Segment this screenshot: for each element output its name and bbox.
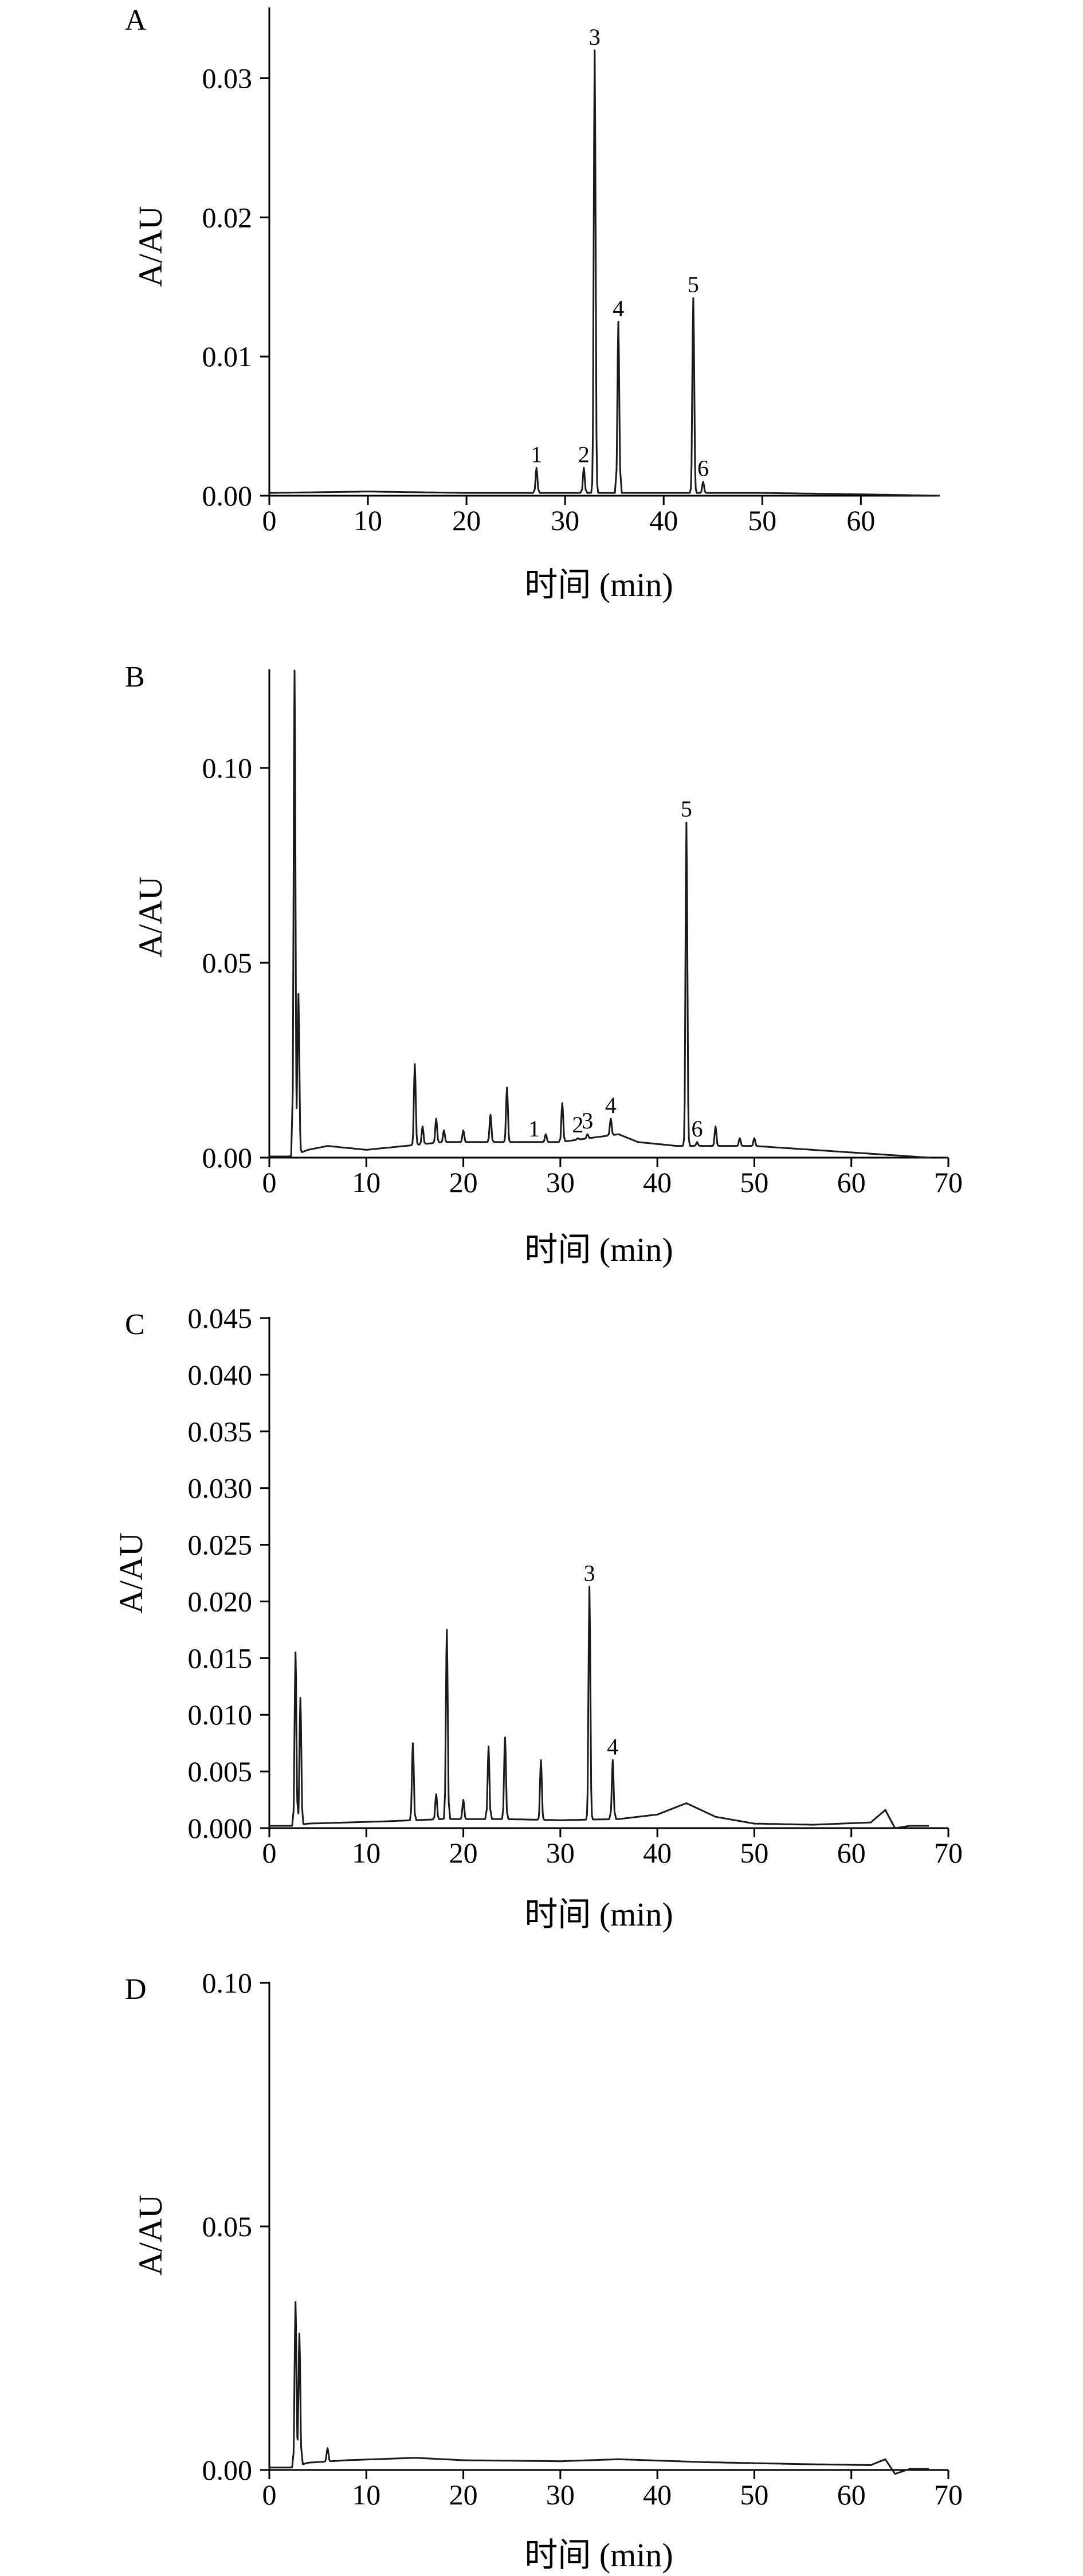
y-tick-label: 0.01 — [202, 340, 253, 373]
y-tick-label: 0.045 — [188, 1302, 253, 1334]
y-tick-label: 0.10 — [202, 752, 253, 784]
y-axis-label: A/AU — [132, 2194, 169, 2276]
x-tick-label: 10 — [352, 1166, 380, 1198]
y-tick-label: 0.005 — [188, 1755, 253, 1787]
y-tick-label: 0.035 — [188, 1416, 253, 1448]
x-tick-label: 0 — [262, 504, 277, 536]
x-tick-label: 10 — [352, 2479, 380, 2511]
y-axis-label: A/AU — [132, 876, 169, 958]
plot-area: 0 10 20 30 40 50 60 70 0.000 0.005 0.010 0.015 0.020… — [188, 1302, 963, 1869]
peak-label: 6 — [697, 456, 709, 481]
peak-label: 4 — [605, 1092, 617, 1118]
peak-label: 5 — [681, 796, 692, 822]
x-tick-label: 60 — [846, 504, 875, 536]
x-tick-label: 20 — [449, 1837, 478, 1869]
y-tick-label: 0.030 — [188, 1472, 253, 1504]
panel-a: A A/AU 时间 (min) 0 10 20 30 40 50 60 0.00 0.01 0.0… — [125, 4, 940, 603]
x-tick-label: 70 — [934, 2479, 963, 2511]
x-tick-label: 10 — [352, 1837, 380, 1869]
y-tick-label: 0.010 — [188, 1699, 253, 1731]
x-tick-label: 20 — [449, 1166, 478, 1198]
panel-b: B A/AU 时间 (min) 0 10 20 30 40 50 60 700.000.050… — [125, 661, 963, 1268]
panel-letter-b: B — [125, 661, 145, 693]
chromatogram-trace — [269, 2301, 929, 2475]
y-tick-label: 0.02 — [202, 201, 253, 233]
x-tick-label: 60 — [837, 2479, 866, 2511]
x-tick-label: 50 — [740, 1166, 768, 1198]
panel-c: C A/AU 时间 (min) 0 10 20 30 40 50 60 70 0.000 0.00… — [112, 1302, 963, 1933]
panel-letter-a: A — [125, 4, 147, 37]
x-axis-label: 时间 (min) — [524, 2536, 673, 2574]
peak-label: 1 — [531, 441, 542, 467]
peak-label: 5 — [688, 272, 699, 297]
chromatogram-trace — [269, 669, 929, 1159]
peak-label: 6 — [692, 1116, 703, 1142]
x-axis-label: 时间 (min) — [524, 566, 673, 603]
y-tick-label: 0.10 — [202, 1967, 253, 1999]
peak-label: 4 — [613, 295, 624, 321]
panel-d: D A/AU 时间 (min) 0 10 20 30 40 50 60 700.000.050… — [125, 1967, 963, 2574]
x-tick-label: 0 — [262, 2479, 277, 2511]
x-axis-label: 时间 (min) — [524, 1231, 673, 1268]
x-tick-label: 30 — [546, 1837, 575, 1869]
y-tick-label: 0.05 — [202, 947, 253, 979]
x-tick-label: 50 — [740, 1837, 768, 1869]
y-tick-label: 0.040 — [188, 1359, 253, 1391]
x-tick-label: 30 — [551, 504, 579, 536]
x-tick-label: 0 — [262, 1166, 277, 1198]
peak-label: 2 — [572, 1112, 583, 1138]
peak-label: 1 — [528, 1116, 540, 1142]
x-tick-label: 70 — [934, 1166, 963, 1198]
plot-area: 0 10 20 30 40 50 60 70 0.00 0.05 0.10 — [202, 1967, 963, 2511]
panel-letter-c: C — [125, 1308, 145, 1341]
x-tick-label: 30 — [546, 2479, 575, 2511]
plot-area: 0 10 20 30 40 50 60 70 0.00 0.05 0.10 1 234 5 6 — [202, 669, 963, 1198]
x-tick-label: 50 — [740, 2479, 768, 2511]
y-tick-label: 0.015 — [188, 1642, 253, 1674]
y-tick-label: 0.00 — [202, 2454, 253, 2486]
peak-label: 4 — [607, 1734, 618, 1759]
peak-label: 3 — [589, 24, 601, 50]
x-tick-label: 40 — [643, 2479, 672, 2511]
y-tick-label: 0.020 — [188, 1585, 253, 1617]
chromatogram-trace — [269, 1586, 929, 1829]
panel-letter-d: D — [125, 1973, 147, 2006]
y-axis-label: A/AU — [132, 206, 169, 287]
plot-area: 0 10 20 30 40 50 60 0.00 0.01 0.02 0.03 1 2 3 4 5 6 — [202, 7, 940, 536]
y-tick-label: 0.000 — [188, 1812, 253, 1844]
peak-label: 3 — [584, 1561, 595, 1586]
peak-label: 3 — [582, 1108, 593, 1134]
x-tick-label: 40 — [643, 1166, 672, 1198]
y-tick-label: 0.025 — [188, 1529, 253, 1561]
x-tick-label: 10 — [354, 504, 382, 536]
chromatogram-trace — [269, 49, 940, 497]
x-tick-label: 70 — [934, 1837, 963, 1869]
x-tick-label: 40 — [643, 1837, 672, 1869]
x-tick-label: 60 — [837, 1166, 866, 1198]
x-tick-label: 40 — [649, 504, 678, 536]
y-tick-label: 0.00 — [202, 480, 253, 512]
x-tick-label: 60 — [837, 1837, 866, 1869]
peak-label: 2 — [578, 441, 590, 467]
x-axis-label: 时间 (min) — [524, 1896, 673, 1933]
y-tick-label: 0.05 — [202, 2210, 253, 2242]
x-tick-label: 30 — [546, 1166, 575, 1198]
x-tick-label: 0 — [262, 1837, 277, 1869]
x-tick-label: 20 — [452, 504, 481, 536]
x-tick-label: 20 — [449, 2479, 478, 2511]
y-axis-label: A/AU — [112, 1532, 150, 1614]
y-tick-label: 0.03 — [202, 62, 253, 94]
y-tick-label: 0.00 — [202, 1142, 253, 1174]
x-tick-label: 50 — [748, 504, 776, 536]
